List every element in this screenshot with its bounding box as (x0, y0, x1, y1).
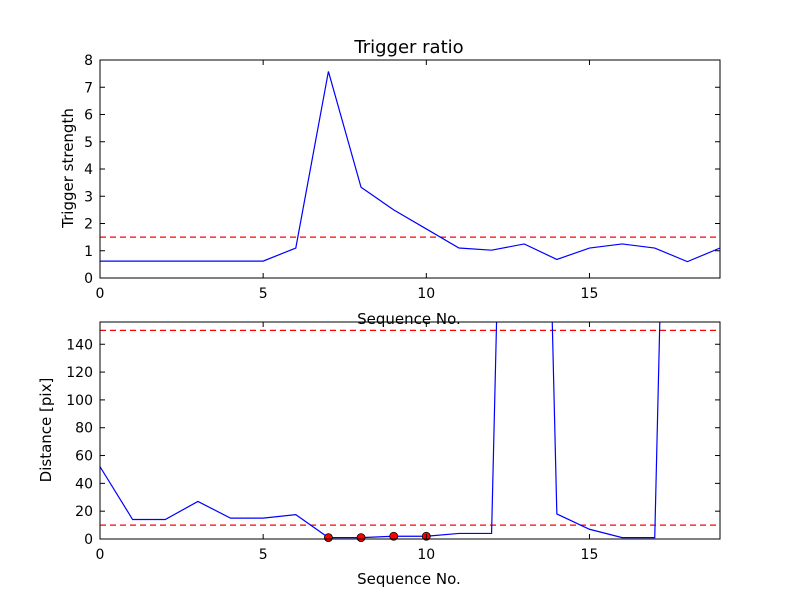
y-tick-label: 5 (84, 135, 93, 151)
x-tick-label: 5 (259, 286, 268, 302)
y-tick-label: 1 (84, 244, 93, 260)
y-tick-label: 40 (75, 476, 93, 492)
data-point-marker (356, 533, 366, 543)
x-tick-label: 10 (417, 547, 435, 563)
y-tick-label: 20 (75, 504, 93, 520)
distance-plot: Sequence No. Distance [pix] 0 5 10 15 0 20 40 6… (37, 321, 721, 588)
plot-data-layer (100, 71, 720, 263)
y-tick-label: 80 (75, 421, 93, 437)
trigger-ratio-plot: Trigger ratio Sequence No. Trigger stren… (59, 37, 721, 328)
y-tick-label: 0 (84, 532, 93, 548)
x-tick-label: 5 (259, 547, 268, 563)
chart-title: Trigger ratio (353, 37, 463, 58)
y-tick-label: 0 (84, 271, 93, 287)
data-point-marker (324, 533, 333, 543)
y-tick-label: 60 (75, 449, 93, 465)
y-tick-label: 7 (84, 80, 93, 96)
x-axis-label: Sequence No. (357, 570, 461, 588)
y-axis-label: Distance [pix] (37, 378, 55, 483)
y-tick-label: 120 (66, 365, 93, 381)
x-tick-label: 15 (581, 286, 599, 302)
y-tick-label: 100 (66, 393, 93, 409)
y-axis-label: Trigger strength (59, 108, 77, 229)
y-tick-label: 3 (84, 189, 93, 205)
plot-frame (99, 321, 721, 540)
y-tick-label: 140 (66, 337, 93, 353)
series-line (100, 71, 720, 263)
y-tick-label: 8 (84, 53, 93, 69)
x-tick-label: 0 (96, 286, 105, 302)
y-tick-label: 4 (84, 162, 93, 178)
y-tick-label: 6 (84, 108, 93, 124)
x-tick-label: 10 (417, 286, 435, 302)
x-tick-label: 0 (96, 547, 105, 563)
y-tick-label: 2 (84, 217, 93, 233)
x-axis-label: Sequence No. (357, 310, 461, 328)
data-point-marker (389, 531, 399, 541)
x-tick-label: 15 (581, 547, 599, 563)
